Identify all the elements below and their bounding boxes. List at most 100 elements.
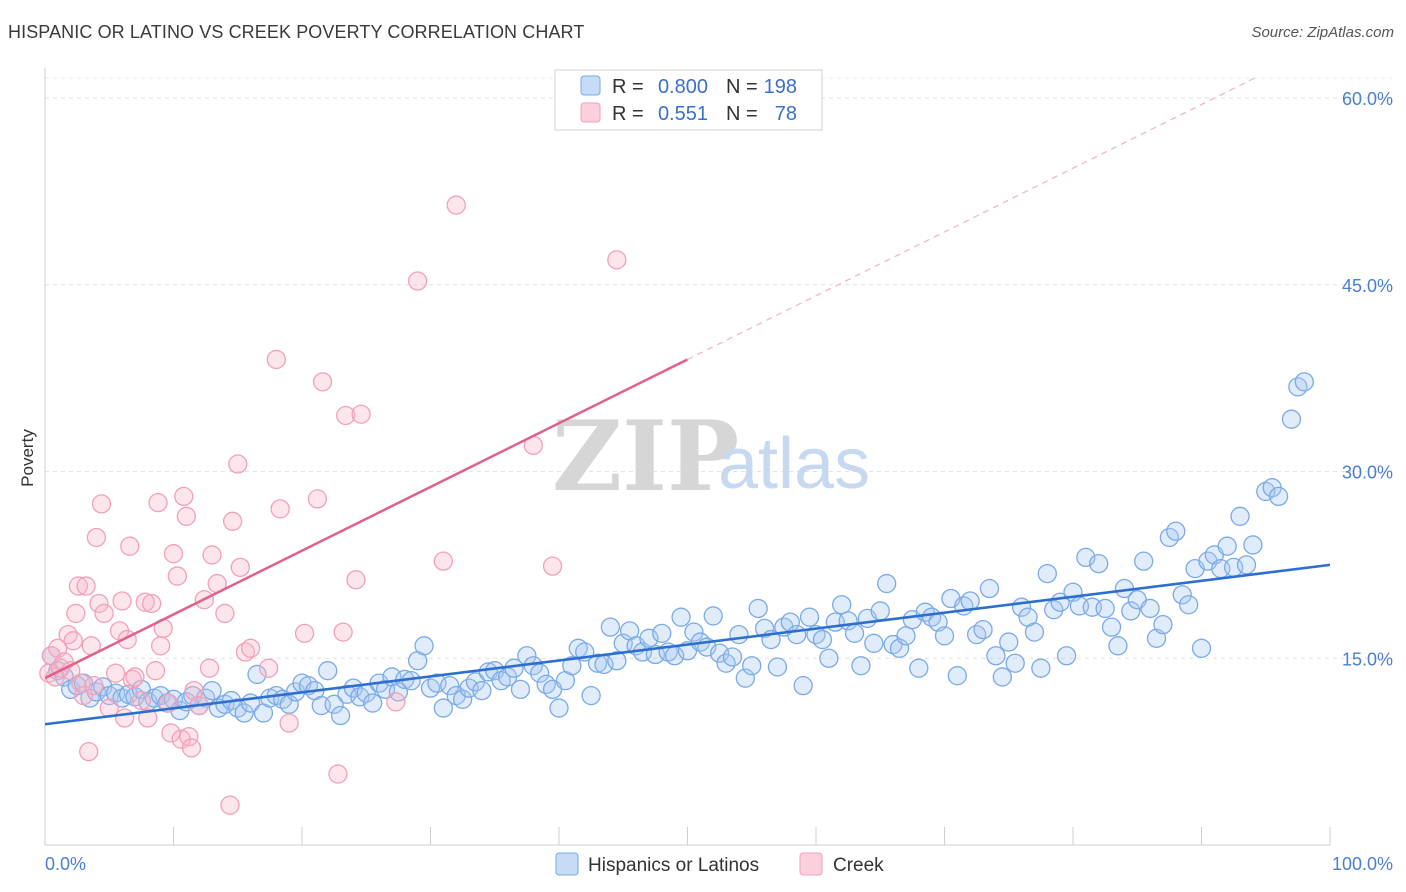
hispanic-point-116 — [787, 624, 807, 645]
creek-point-43 — [174, 486, 194, 507]
creek-point-62 — [270, 499, 290, 519]
hispanic-point-149 — [999, 632, 1019, 652]
hispanic-point-186 — [1236, 555, 1257, 575]
hispanic-point-100 — [684, 622, 704, 642]
creek-point-45 — [179, 727, 199, 747]
creek-point-35 — [148, 492, 168, 513]
creek-point-14 — [79, 741, 99, 762]
creek-point-24 — [112, 591, 132, 611]
watermark: ZIP atlas — [552, 400, 870, 513]
hispanic-point-87 — [600, 617, 621, 637]
hispanic-point-107 — [729, 624, 749, 645]
hispanic-point-125 — [844, 623, 865, 643]
creek-point-59 — [240, 638, 261, 658]
y-tick-label-1: 30.0% — [1342, 463, 1393, 483]
creek-point-40 — [163, 544, 184, 564]
hispanic-point-185 — [1230, 506, 1250, 526]
hispanic-point-103 — [703, 606, 723, 626]
axes — [44, 68, 1331, 846]
creek-point-36 — [150, 636, 171, 656]
hispanic-point-64 — [452, 689, 473, 709]
creek-point-61 — [266, 349, 286, 370]
legend-n-label-2: N = — [726, 103, 758, 125]
hispanic-point-81 — [562, 656, 582, 676]
hispanic-point-135 — [909, 658, 929, 678]
hispanic-point-88 — [607, 651, 627, 671]
legend-r-value-2: 0.551 — [658, 103, 708, 125]
hispanic-point-123 — [832, 595, 852, 615]
y-axis-label: Poverty — [18, 429, 37, 487]
hispanic-point-164 — [1095, 598, 1115, 619]
creek-point-74 — [433, 551, 454, 571]
series-label-hispanic: Hispanics or Latinos — [588, 855, 759, 876]
legend-r-label-1: R = — [612, 76, 644, 98]
hispanic-point-73 — [510, 679, 531, 700]
creek-point-39 — [161, 723, 181, 743]
legend-n-label-1: N = — [726, 76, 758, 98]
hispanic-point-129 — [870, 601, 890, 621]
hispanic-point-113 — [767, 657, 788, 677]
series-legend: Hispanics or Latinos Creek — [555, 852, 884, 876]
hispanic-point-158 — [1056, 646, 1077, 666]
series-1-points — [39, 195, 627, 815]
hispanic-point-133 — [896, 626, 916, 646]
creek-point-6 — [58, 624, 78, 645]
hispanic-point-126 — [851, 656, 871, 676]
hispanic-point-146 — [979, 578, 1000, 599]
creek-point-32 — [138, 708, 158, 728]
y-tick-label-2: 45.0% — [1342, 276, 1393, 296]
creek-point-19 — [91, 494, 112, 514]
chart-source: Source: ZipAtlas.com — [1251, 24, 1394, 41]
creek-point-27 — [120, 536, 140, 556]
creek-point-34 — [145, 661, 166, 681]
hispanic-point-79 — [549, 698, 569, 718]
hispanic-point-44 — [324, 694, 344, 714]
hispanic-point-187 — [1243, 535, 1263, 555]
watermark-zip: ZIP — [552, 400, 739, 513]
hispanic-point-141 — [947, 666, 967, 686]
hispanic-point-139 — [934, 626, 955, 646]
hispanic-point-183 — [1217, 536, 1237, 556]
hispanic-point-106 — [722, 647, 743, 667]
hispanic-point-128 — [864, 633, 884, 653]
hispanic-point-155 — [1037, 563, 1057, 584]
series-swatch-creek — [799, 852, 823, 876]
hispanic-point-170 — [1134, 551, 1154, 571]
hispanic-point-50 — [363, 693, 383, 713]
trend-line-1 — [44, 358, 689, 680]
creek-point-55 — [222, 511, 243, 531]
creek-point-75 — [446, 195, 466, 215]
hispanic-point-108 — [735, 668, 755, 688]
creek-point-29 — [125, 667, 145, 687]
creek-point-51 — [202, 545, 222, 565]
y-tick-label-0: 15.0% — [1342, 649, 1393, 669]
hispanic-point-45 — [330, 705, 351, 726]
creek-point-47 — [184, 680, 204, 701]
creek-point-68 — [333, 622, 353, 642]
hispanic-point-120 — [812, 629, 833, 650]
hispanic-point-84 — [581, 685, 601, 706]
hispanic-point-175 — [1166, 521, 1186, 541]
legend-r-label-2: R = — [612, 103, 644, 125]
hispanic-point-62 — [440, 675, 460, 696]
creek-point-18 — [89, 593, 109, 614]
hispanic-point-154 — [1031, 658, 1051, 678]
hispanic-point-190 — [1268, 486, 1289, 507]
tick-labels: 15.0% 30.0% 45.0% 60.0% 0.0% 100.0% — [45, 89, 1393, 874]
x-tick-label-0: 0.0% — [45, 854, 86, 874]
legend-n-value-1: 198 — [764, 76, 797, 98]
creek-point-46 — [181, 738, 202, 758]
hispanic-point-143 — [960, 591, 980, 611]
legend-n-value-2: 78 — [775, 103, 797, 125]
creek-point-22 — [106, 663, 126, 683]
trend-line-0 — [44, 563, 1331, 726]
creek-point-30 — [131, 690, 152, 711]
hispanic-point-130 — [877, 573, 897, 594]
hispanic-point-118 — [799, 607, 820, 627]
hispanic-point-109 — [742, 656, 762, 676]
creek-point-9 — [66, 603, 86, 624]
hispanic-point-177 — [1179, 595, 1199, 615]
hispanic-point-111 — [754, 618, 775, 639]
y-tick-label-3: 60.0% — [1342, 89, 1393, 109]
creek-point-69 — [336, 405, 356, 426]
